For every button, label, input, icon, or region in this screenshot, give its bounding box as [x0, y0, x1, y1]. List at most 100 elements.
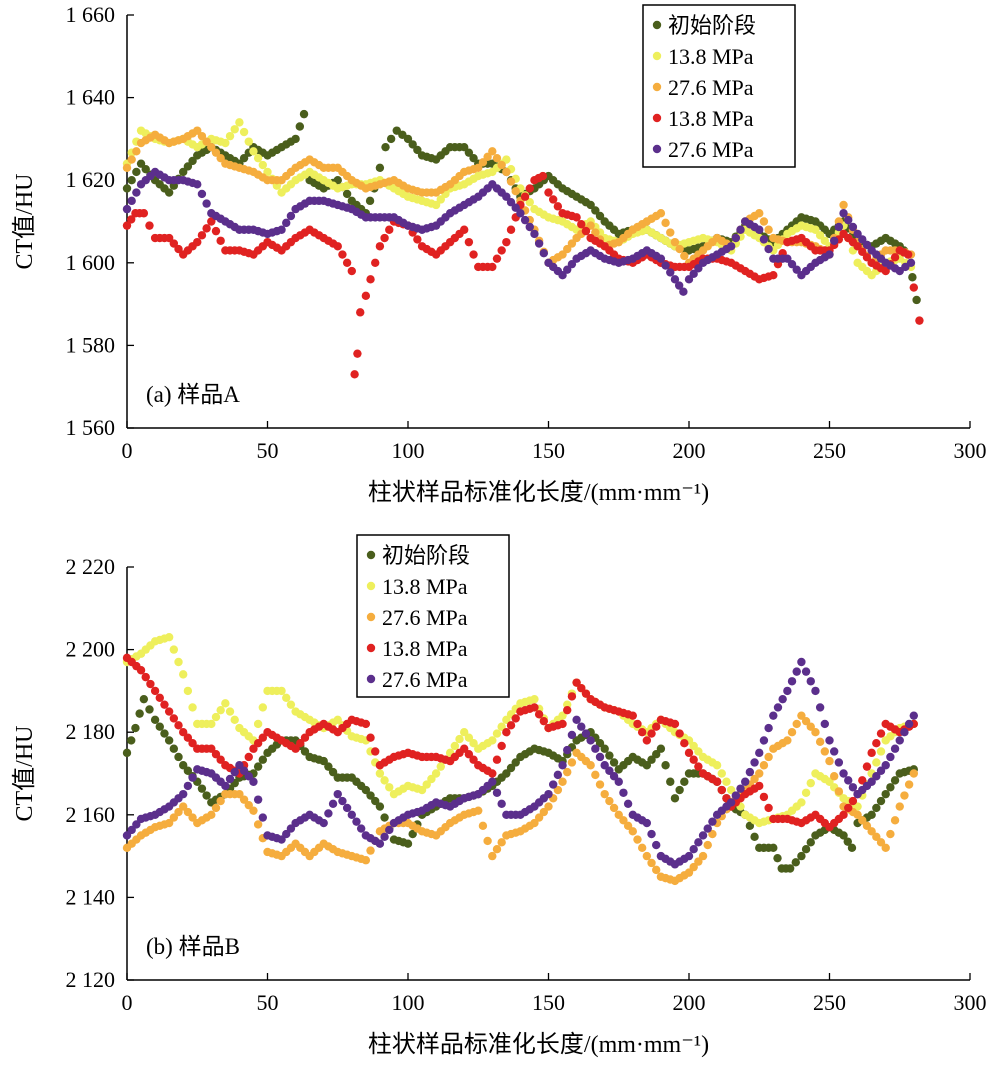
data-point	[694, 264, 703, 273]
data-point	[338, 796, 347, 806]
data-point	[839, 810, 848, 819]
data-point	[586, 221, 595, 230]
data-point	[567, 758, 577, 767]
data-point	[769, 270, 778, 280]
data-point	[164, 633, 174, 642]
data-point	[464, 733, 474, 742]
data-point	[502, 155, 511, 164]
data-point	[858, 816, 867, 825]
chart-panel-a: 0 50 100 150 200 250 300 1 560 1 580 1 600 1 620 1 …	[11, 2, 987, 506]
data-point	[675, 729, 684, 738]
data-point	[591, 228, 600, 237]
data-point	[909, 769, 918, 778]
data-point	[216, 153, 225, 163]
data-point	[488, 851, 497, 861]
data-point	[853, 810, 862, 819]
data-point	[544, 188, 553, 197]
data-point	[239, 795, 249, 804]
data-point	[637, 843, 647, 853]
data-point	[202, 199, 211, 208]
data-point	[741, 777, 750, 786]
data-point	[801, 667, 811, 676]
data-point	[375, 802, 385, 811]
data-point	[674, 281, 684, 290]
data-point	[581, 729, 591, 738]
data-point	[820, 747, 830, 756]
data-point	[745, 767, 755, 777]
data-point	[525, 198, 534, 207]
data-point	[197, 784, 207, 793]
data-point	[506, 721, 516, 730]
data-point	[591, 770, 600, 780]
data-point	[483, 836, 492, 846]
data-point	[670, 794, 680, 803]
data-point	[853, 242, 862, 251]
data-point	[375, 242, 385, 251]
data-point	[216, 796, 225, 806]
data-point	[169, 239, 179, 248]
data-point	[708, 829, 717, 839]
data-point	[338, 250, 347, 259]
data-point	[534, 239, 544, 248]
data-point	[211, 803, 221, 813]
data-point	[773, 853, 782, 863]
data-point	[600, 744, 609, 753]
data-point	[698, 831, 708, 840]
data-point	[333, 242, 342, 251]
data-point	[647, 755, 656, 764]
legend-marker	[366, 550, 376, 560]
data-point	[652, 865, 661, 875]
data-point	[755, 769, 764, 778]
data-point	[174, 657, 183, 667]
legend-marker	[366, 581, 376, 591]
data-point	[169, 714, 179, 723]
data-point	[666, 228, 675, 237]
data-point	[431, 769, 441, 778]
data-point	[656, 209, 666, 218]
data-point	[872, 832, 881, 842]
data-point	[847, 843, 857, 853]
data-point	[909, 283, 918, 292]
data-point	[815, 737, 825, 747]
data-point	[670, 275, 680, 284]
data-point	[853, 802, 862, 811]
data-point	[244, 137, 253, 146]
data-point	[211, 226, 221, 236]
data-point	[244, 800, 253, 810]
data-point	[202, 224, 211, 233]
data-point	[253, 719, 263, 729]
data-point	[469, 739, 478, 748]
data-point	[225, 707, 235, 716]
data-point	[609, 758, 619, 767]
data-point	[371, 796, 380, 806]
data-point	[628, 827, 637, 836]
data-point	[614, 777, 623, 786]
x-tick-label: 100	[392, 438, 425, 463]
data-point	[670, 237, 680, 247]
data-point	[488, 777, 497, 786]
data-point	[806, 778, 815, 788]
data-point	[319, 818, 328, 828]
data-point	[712, 777, 722, 786]
data-point	[661, 261, 670, 270]
data-point	[380, 233, 389, 243]
data-point	[211, 148, 221, 157]
y-tick-label: 2 140	[66, 884, 116, 909]
data-point	[572, 213, 581, 222]
data-point	[450, 741, 460, 751]
data-point	[881, 761, 890, 770]
x-tick-label: 300	[954, 438, 987, 463]
data-point	[750, 832, 759, 842]
data-point	[371, 258, 380, 267]
x-tick-label: 150	[532, 438, 565, 463]
data-point	[801, 716, 811, 726]
data-point	[825, 736, 834, 745]
data-point	[365, 196, 375, 206]
data-point	[684, 868, 694, 877]
data-point	[460, 728, 469, 737]
data-point	[614, 810, 623, 819]
data-point	[586, 200, 595, 210]
data-point	[375, 839, 385, 848]
data-point	[249, 777, 258, 786]
